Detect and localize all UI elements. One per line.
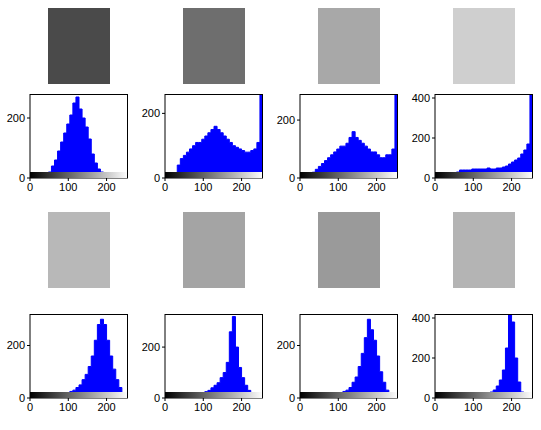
svg-text:200: 200	[412, 132, 430, 144]
svg-text:200: 200	[7, 112, 25, 124]
svg-text:0: 0	[432, 401, 438, 413]
svg-text:0: 0	[289, 392, 295, 404]
svg-text:200: 200	[7, 339, 25, 351]
svg-text:0: 0	[154, 392, 160, 404]
svg-text:200: 200	[232, 401, 250, 413]
svg-text:200: 200	[97, 401, 115, 413]
svg-text:100: 100	[194, 181, 212, 193]
svg-text:0: 0	[27, 401, 33, 413]
svg-text:200: 200	[367, 401, 385, 413]
svg-text:0: 0	[162, 181, 168, 193]
svg-text:0: 0	[432, 181, 438, 193]
svg-text:100: 100	[464, 181, 482, 193]
svg-text:400: 400	[412, 92, 430, 104]
svg-text:0: 0	[424, 172, 430, 184]
svg-text:100: 100	[329, 401, 347, 413]
svg-text:200: 200	[412, 352, 430, 364]
svg-text:200: 200	[502, 181, 520, 193]
svg-text:200: 200	[232, 181, 250, 193]
svg-text:100: 100	[464, 401, 482, 413]
svg-text:0: 0	[19, 392, 25, 404]
svg-text:200: 200	[142, 341, 160, 353]
svg-text:0: 0	[424, 392, 430, 404]
svg-text:100: 100	[194, 401, 212, 413]
svg-text:0: 0	[154, 172, 160, 184]
svg-text:200: 200	[97, 181, 115, 193]
svg-text:0: 0	[27, 181, 33, 193]
svg-text:200: 200	[277, 339, 295, 351]
svg-text:0: 0	[19, 172, 25, 184]
svg-text:100: 100	[329, 181, 347, 193]
svg-text:100: 100	[59, 401, 77, 413]
svg-text:0: 0	[297, 401, 303, 413]
svg-text:400: 400	[412, 312, 430, 324]
svg-text:200: 200	[142, 107, 160, 119]
svg-text:0: 0	[297, 181, 303, 193]
svg-text:100: 100	[59, 181, 77, 193]
svg-text:200: 200	[367, 181, 385, 193]
svg-text:0: 0	[289, 172, 295, 184]
svg-text:0: 0	[162, 401, 168, 413]
svg-text:200: 200	[277, 114, 295, 126]
svg-text:200: 200	[502, 401, 520, 413]
